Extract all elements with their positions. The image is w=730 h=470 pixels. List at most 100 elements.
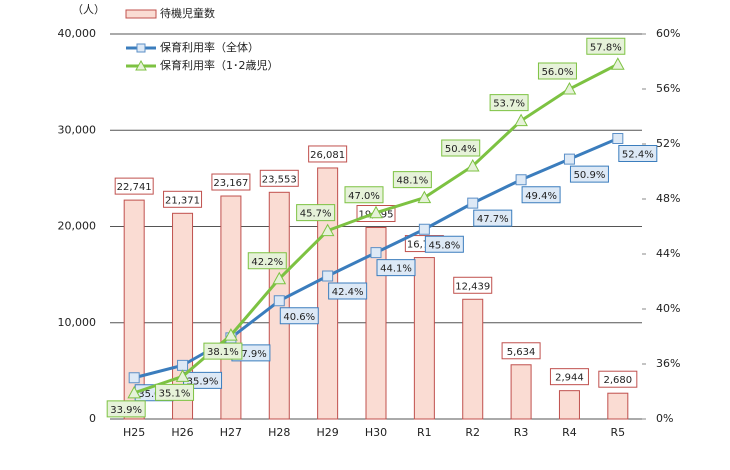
bar-value-label: 16,772 bbox=[407, 240, 442, 251]
line-value-label-box bbox=[569, 165, 609, 183]
line-value-label-box bbox=[376, 259, 416, 277]
y-tick-label: 10,000 bbox=[58, 316, 97, 329]
line-value-label-box bbox=[489, 94, 529, 112]
legend-label: 保育利用率（1･2歳児） bbox=[160, 58, 279, 72]
y2-tick-label: 56% bbox=[656, 82, 680, 95]
line-value-label: 40.6% bbox=[283, 312, 315, 323]
y2-tick-label: 44% bbox=[656, 247, 680, 260]
line-value-label: 37.9% bbox=[235, 349, 267, 360]
bar-value-label-box bbox=[453, 276, 493, 294]
line-value-label: 42.4% bbox=[332, 287, 364, 298]
bar-value-label: 23,167 bbox=[213, 178, 248, 189]
line-value-label-box bbox=[203, 342, 243, 360]
legend-marker bbox=[136, 43, 146, 53]
line-value-label: 48.1% bbox=[396, 176, 428, 187]
marker bbox=[273, 295, 285, 307]
marker bbox=[465, 158, 480, 172]
marker bbox=[224, 328, 238, 341]
x-tick-label: H28 bbox=[268, 426, 290, 439]
line-value-label-box bbox=[424, 235, 464, 253]
legend-swatch bbox=[125, 9, 157, 19]
marker bbox=[467, 197, 479, 209]
line-value-label: 50.9% bbox=[574, 170, 606, 181]
bar bbox=[123, 199, 145, 420]
x-tick-label: H26 bbox=[171, 426, 193, 439]
bar-value-label-box bbox=[163, 190, 203, 208]
x-tick-label: H25 bbox=[123, 426, 145, 439]
y2-tick-label: 36% bbox=[656, 357, 680, 370]
marker bbox=[563, 153, 575, 165]
y-tick-label: 20,000 bbox=[58, 220, 97, 233]
x-tick-label: R5 bbox=[610, 426, 625, 439]
line-value-label: 56.0% bbox=[542, 67, 574, 78]
bar bbox=[607, 392, 629, 420]
line-value-label: 35.9% bbox=[187, 376, 219, 387]
line-value-label-box bbox=[441, 139, 481, 157]
line-value-label-box bbox=[473, 209, 513, 227]
line-value-label-box bbox=[618, 145, 658, 162]
line-value-label: 52.4% bbox=[622, 150, 654, 161]
line-value-label: 47.0% bbox=[348, 191, 380, 202]
line-value-label-box bbox=[537, 62, 577, 80]
bar bbox=[510, 364, 532, 420]
y2-tick-label: 40% bbox=[656, 302, 680, 315]
line-value-label: 42.2% bbox=[251, 257, 283, 268]
y-tick-label: 30,000 bbox=[58, 123, 97, 136]
marker bbox=[175, 369, 190, 382]
bar-value-label: 23,553 bbox=[262, 174, 297, 185]
bar bbox=[462, 298, 484, 420]
line-value-label: 44.1% bbox=[380, 264, 412, 275]
line-value-label: 50.4% bbox=[445, 144, 477, 155]
marker bbox=[612, 133, 624, 144]
line-value-label: 53.7% bbox=[493, 99, 525, 110]
x-tick-label: R1 bbox=[417, 426, 432, 439]
marker bbox=[514, 113, 528, 127]
legend-marker bbox=[135, 59, 147, 71]
bar-value-label: 22,741 bbox=[117, 182, 152, 193]
bar-value-label-box bbox=[549, 368, 589, 386]
marker bbox=[515, 174, 527, 186]
line-value-label-box bbox=[344, 186, 384, 204]
bar-value-label: 2,944 bbox=[555, 373, 584, 384]
y2-tick-label: 60% bbox=[656, 27, 680, 40]
y2-tick-label: 0% bbox=[656, 412, 673, 425]
line-value-label-box bbox=[521, 186, 561, 204]
bar-value-label: 2,680 bbox=[603, 375, 632, 386]
bar-value-label-box bbox=[211, 173, 251, 191]
marker bbox=[562, 81, 577, 95]
y2-tick-label: 52% bbox=[656, 137, 680, 150]
line-value-label-box bbox=[279, 307, 319, 325]
marker bbox=[369, 205, 383, 219]
marker bbox=[417, 190, 432, 204]
bar bbox=[558, 390, 580, 420]
line-value-label: 47.7% bbox=[477, 214, 509, 225]
bar-value-label: 5,634 bbox=[507, 347, 536, 358]
x-tick-label: R2 bbox=[465, 426, 480, 439]
bar-value-label: 21,371 bbox=[165, 195, 200, 206]
bar-value-label-box bbox=[598, 370, 638, 388]
marker bbox=[127, 385, 142, 399]
y-tick-label: 0 bbox=[89, 412, 96, 425]
legend-label: 待機児童数 bbox=[160, 6, 215, 20]
line-value-label: 38.1% bbox=[207, 347, 239, 358]
line-value-label-box bbox=[106, 400, 146, 418]
marker bbox=[272, 271, 287, 285]
marker bbox=[177, 359, 189, 371]
line-value-label-box bbox=[155, 383, 195, 401]
line-value-label: 35.1% bbox=[159, 388, 191, 399]
bar bbox=[413, 257, 435, 420]
bar-value-label-box bbox=[501, 342, 541, 360]
marker bbox=[320, 223, 335, 237]
line-value-label-box bbox=[392, 171, 432, 189]
x-tick-label: R3 bbox=[514, 426, 529, 439]
bar-value-label-box bbox=[259, 169, 299, 187]
bar-value-label-box bbox=[114, 177, 154, 195]
line-value-label-box bbox=[247, 252, 287, 270]
line-value-label: 45.7% bbox=[300, 209, 332, 220]
line-value-label-box bbox=[328, 282, 368, 300]
marker bbox=[418, 223, 430, 235]
line-value-label: 33.9% bbox=[110, 405, 142, 416]
line-value-label: 35.0% bbox=[138, 389, 170, 400]
bar bbox=[220, 195, 242, 420]
